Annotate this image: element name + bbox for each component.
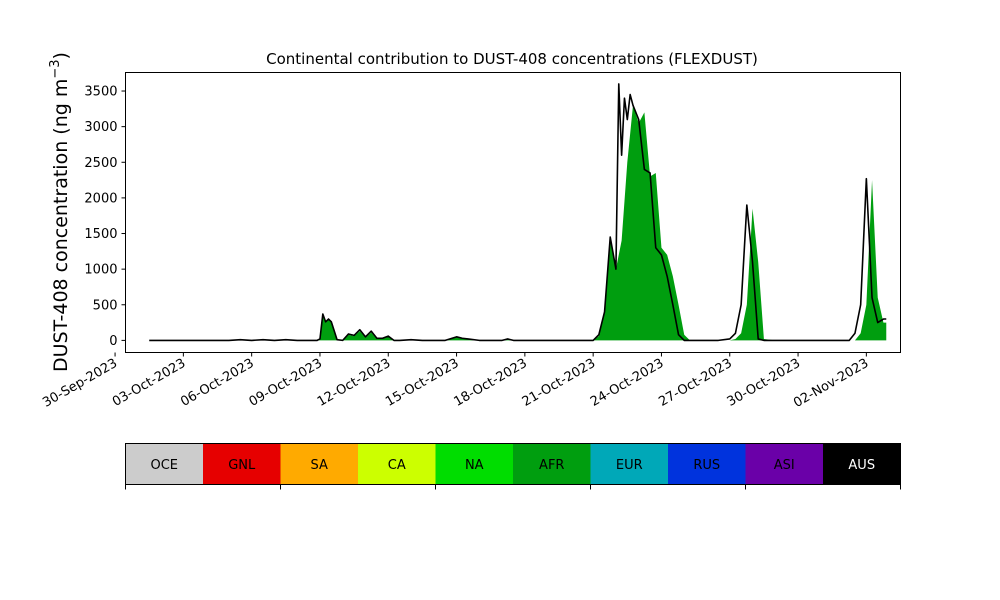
legend-swatch-gnl (203, 443, 281, 485)
x-axis: 30-Sep-202303-Oct-202306-Oct-202309-Oct-… (40, 352, 871, 411)
legend-label-aus: AUS (848, 458, 875, 473)
legend-label-asi: ASI (774, 458, 795, 473)
x-tick-label: 30-Oct-2023 (725, 356, 803, 410)
legend-swatch-eur (590, 443, 669, 485)
legend-label-sa: SA (311, 458, 328, 473)
y-tick-label: 3500 (84, 85, 117, 100)
x-tick-label: 12-Oct-2023 (315, 356, 393, 410)
y-tick-label: 500 (93, 298, 118, 313)
series-line-total (149, 83, 887, 342)
legend-frame (125, 443, 901, 485)
legend-swatch-rus (668, 443, 746, 485)
y-axis-label-exponent: −3 (48, 59, 63, 78)
legend-swatch-afr (513, 443, 591, 485)
legend-label-eur: EUR (616, 458, 643, 473)
legend-label-oce: OCE (150, 458, 178, 473)
y-tick-label: 1500 (84, 227, 117, 242)
x-tick-label: 24-Oct-2023 (588, 356, 666, 410)
x-tick-label: 15-Oct-2023 (383, 356, 461, 410)
legend-swatch-oce (125, 443, 204, 485)
legend-swatch-aus (823, 443, 901, 485)
x-tick-label: 02-Nov-2023 (791, 356, 871, 411)
legend-swatch-sa (280, 443, 359, 485)
legend-label-ca: CA (388, 458, 406, 473)
series-area-afr (149, 105, 887, 341)
y-tick-label: 0 (109, 334, 117, 349)
plot-frame (125, 72, 901, 353)
legend-label-afr: AFR (539, 458, 564, 473)
y-tick-label: 2500 (84, 156, 117, 171)
legend-label-rus: RUS (693, 458, 720, 473)
x-tick-label: 09-Oct-2023 (247, 356, 325, 410)
y-tick-label: 3000 (84, 120, 117, 135)
y-axis-label-main: DUST-408 concentration (ng m (50, 79, 72, 372)
legend-swatch-ca (358, 443, 436, 485)
legend-label-gnl: GNL (228, 458, 256, 473)
x-tick-label: 03-Oct-2023 (110, 356, 188, 410)
legend-label-na: NA (465, 458, 484, 473)
y-axis-label: DUST-408 concentration (ng m−3) (48, 52, 72, 372)
y-axis: 0 500 1000 1500 2000 2500 3000 3500 (84, 85, 126, 349)
x-tick-label: 27-Oct-2023 (656, 356, 734, 410)
legend-swatch-na (435, 443, 514, 485)
legend-colorbar: OCE GNL SA CA NA AFR EUR RUS ASI AUS (125, 443, 901, 490)
y-tick-label: 1000 (84, 263, 117, 278)
chart-title: Continental contribution to DUST-408 con… (266, 50, 758, 68)
y-tick-label: 2000 (84, 191, 117, 206)
x-tick-label: 21-Oct-2023 (520, 356, 598, 410)
legend-swatch-asi (745, 443, 824, 485)
y-axis-label-close: ) (50, 52, 72, 59)
x-tick-label: 18-Oct-2023 (451, 356, 529, 410)
x-tick-label: 06-Oct-2023 (178, 356, 256, 410)
plot-area (149, 83, 887, 342)
